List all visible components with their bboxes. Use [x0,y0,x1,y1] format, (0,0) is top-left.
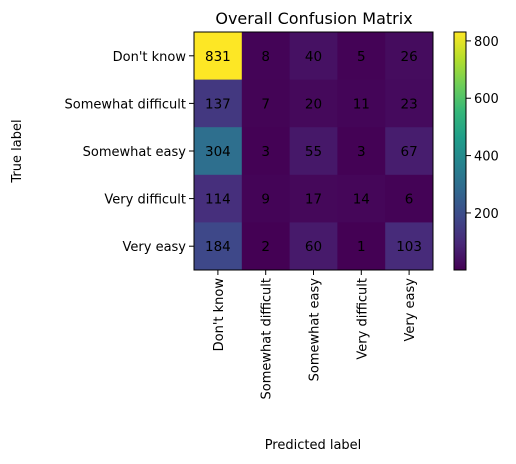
cell-r4-c4 [385,222,434,271]
cell-value-r4-c3: 1 [357,239,366,255]
x-tick-label-very-easy: Very easy [403,278,418,342]
heatmap-cell-labels: 831 8 40 5 26 137 7 20 11 23 304 3 55 3 67 114 9 17 14 6 184… [205,49,422,255]
cell-r2-c2 [289,127,338,176]
cell-value-r1-c0: 137 [205,96,231,112]
cell-r0-c2 [289,32,338,80]
x-tick-label-somewhat-easy: Somewhat easy [308,278,323,382]
cell-r4-c2 [289,222,338,271]
cell-value-r3-c4: 6 [405,192,414,208]
chart-title: Overall Confusion Matrix [215,9,412,28]
y-axis-label: True label [10,119,25,183]
cell-r3-c4 [385,174,434,223]
cell-r1-c2 [289,79,338,128]
cell-r0-c3 [337,32,386,80]
cell-value-r1-c4: 23 [401,96,418,112]
cell-value-r1-c2: 20 [305,96,322,112]
x-axis-label: Predicted label [265,438,362,453]
cell-r3-c3 [337,174,386,223]
cell-value-r2-c2: 55 [305,144,322,160]
cell-r4-c0 [194,222,243,271]
cell-r0-c1 [241,32,290,80]
cell-r3-c2 [289,174,338,223]
colorbar-tick-label-600: 600 [474,92,499,107]
cell-value-r4-c4: 103 [396,239,422,255]
cell-r4-c3 [337,222,386,271]
x-axis-ticks: Don't know Somewhat difficult Somewhat eas… [212,270,418,399]
colorbar-frame [453,31,467,271]
x-tick-label-don-t-know: Don't know [212,278,227,352]
cell-r2-c1 [241,127,290,176]
x-tick-label-very-difficult: Very difficult [355,278,370,360]
cell-value-r0-c4: 26 [401,49,418,65]
cell-value-r2-c1: 3 [261,144,270,160]
cell-r1-c4 [385,79,434,128]
cell-r3-c0 [194,174,243,223]
cell-r2-c0 [194,127,243,176]
colorbar-ticks: 200 400 600 800 [466,35,499,222]
x-tick-label-somewhat-difficult: Somewhat difficult [260,278,275,399]
colorbar [454,32,466,270]
cell-r3-c1 [241,174,290,223]
cell-value-r3-c3: 14 [353,192,370,208]
cell-value-r1-c1: 7 [261,96,270,112]
cell-value-r4-c0: 184 [205,239,231,255]
y-tick-label-somewhat-difficult: Somewhat difficult [65,97,186,112]
cell-r1-c0 [194,79,243,128]
cell-value-r2-c3: 3 [357,144,366,160]
cell-value-r2-c4: 67 [401,144,418,160]
cell-value-r0-c3: 5 [357,49,366,65]
cell-r1-c3 [337,79,386,128]
colorbar-tick-label-400: 400 [474,150,499,165]
colorbar-tick-label-200: 200 [474,207,499,222]
cell-r0-c4 [385,32,434,80]
y-tick-label-somewhat-easy: Somewhat easy [83,145,187,160]
cell-value-r0-c2: 40 [305,49,322,65]
cell-value-r0-c0: 831 [205,49,231,65]
cell-value-r3-c2: 17 [305,192,322,208]
cell-value-r3-c1: 9 [261,192,270,208]
y-tick-label-very-difficult: Very difficult [104,193,186,208]
heatmap-cells [194,32,434,271]
cell-value-r3-c0: 114 [205,192,231,208]
cell-value-r2-c0: 304 [205,144,231,160]
cell-r0-c0 [194,32,243,80]
colorbar-tick-label-800: 800 [474,35,499,50]
cell-value-r1-c3: 11 [353,96,370,112]
y-tick-label-don-t-know: Don't know [113,50,187,65]
y-tick-label-very-easy: Very easy [123,240,187,255]
y-axis-ticks: Don't know Somewhat difficult Somewhat eas… [65,50,194,255]
cell-r4-c1 [241,222,290,271]
cell-value-r4-c2: 60 [305,239,322,255]
cell-value-r0-c1: 8 [261,49,270,65]
cell-r1-c1 [241,79,290,128]
cell-r2-c4 [385,127,434,176]
cell-value-r4-c1: 2 [261,239,270,255]
cell-r2-c3 [337,127,386,176]
